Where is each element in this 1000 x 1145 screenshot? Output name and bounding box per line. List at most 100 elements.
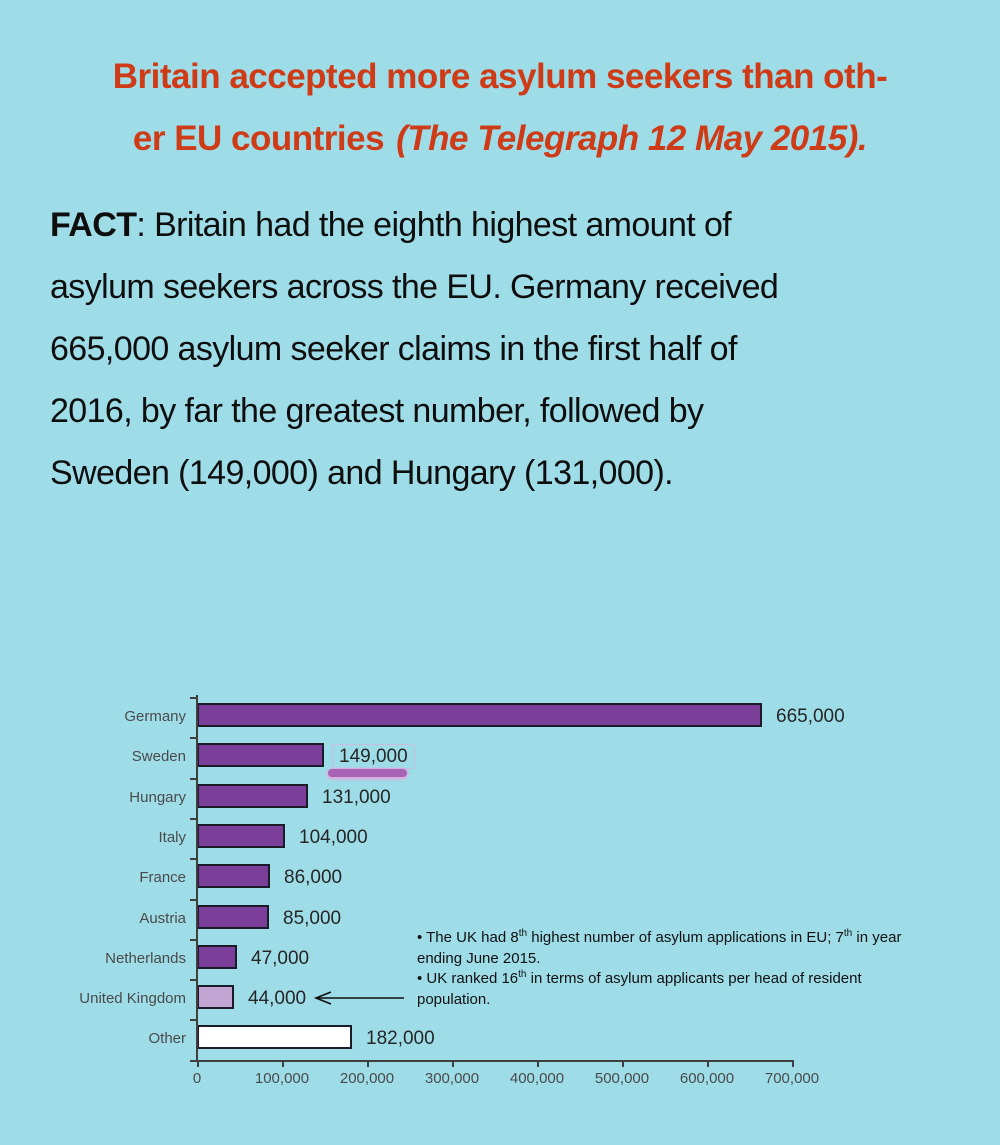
fact-line-1-text: : Britain had the eighth highest amount … (136, 206, 732, 244)
headline-source: (The Telegraph 12 May 2015). (396, 119, 868, 158)
value-label-text: 182,000 (366, 1028, 435, 1050)
bar-france (197, 864, 270, 889)
value-label: 131,000 (322, 778, 391, 818)
x-axis-tick (622, 1060, 624, 1067)
annotation-text: • The UK had 8 (417, 929, 519, 946)
x-axis-tick (707, 1060, 709, 1067)
value-label-text: 104,000 (299, 826, 368, 848)
chart-row: Hungary 131,000 (0, 778, 1000, 818)
y-axis-tick (190, 898, 196, 901)
bar-germany (197, 703, 762, 727)
value-label-text: 44,000 (248, 988, 307, 1010)
y-axis-tick (190, 1059, 196, 1062)
bar-hungary (197, 783, 308, 808)
fact-line-3: 665,000 asylum seeker claims in the firs… (50, 330, 737, 368)
x-axis-tick-label: 400,000 (509, 1070, 565, 1087)
annotation-text: in year ending June 2015. (417, 929, 902, 967)
x-axis-tick-label: 600,000 (679, 1070, 735, 1087)
x-axis-tick (792, 1060, 794, 1067)
x-axis-tick-label: 300,000 (424, 1070, 480, 1087)
value-label-text: 131,000 (322, 786, 391, 808)
chart-row: Sweden 149,000 (0, 737, 1000, 778)
chart-row: Austria 85,000 (0, 899, 1000, 939)
y-axis-line (196, 695, 198, 1060)
fact-line-4: 2016, by far the greatest number, follow… (50, 392, 704, 430)
y-axis-tick (190, 817, 196, 820)
bar-italy (197, 823, 285, 848)
annotation-text: in terms of asylum applicants per head o… (417, 970, 862, 1008)
value-label-text: 47,000 (251, 947, 310, 969)
chart-row: United Kingdom 44,000 (0, 979, 1000, 1019)
category-label: Netherlands (105, 949, 186, 967)
x-axis-tick-label: 0 (192, 1070, 202, 1087)
annotation-text: highest number of asylum applications in… (527, 929, 844, 946)
chart-row: Italy 104,000 (0, 818, 1000, 858)
x-axis-line (196, 1060, 794, 1062)
asylum-bar-chart: Germany 665,000 Sweden 149,000 Hungary 131,00… (0, 690, 1000, 1145)
value-label: 104,000 (299, 818, 368, 858)
annotation-superscript: th (518, 969, 527, 980)
value-label-text: 85,000 (283, 907, 342, 929)
arrow-to-uk-icon (313, 991, 404, 1005)
category-label: Hungary (129, 788, 186, 806)
bar-sweden (197, 743, 324, 768)
category-label: Sweden (131, 748, 186, 766)
bar-austria (197, 904, 269, 929)
y-axis-tick (190, 858, 196, 861)
category-label: Austria (139, 909, 186, 927)
value-label: 665,000 (776, 697, 845, 737)
chart-annotation: • The UK had 8th highest number of asylu… (417, 928, 929, 1010)
chart-row: Netherlands 47,000 (0, 939, 1000, 979)
highlight-mark (328, 769, 407, 778)
x-axis-tick (367, 1060, 369, 1067)
category-label: Italy (158, 828, 186, 846)
bar-netherlands (197, 944, 237, 969)
chart-row: France 86,000 (0, 858, 1000, 898)
fact-line-2: asylum seekers across the EU. Germany re… (50, 268, 779, 306)
annotation-superscript: th (843, 928, 853, 939)
category-label: United Kingdom (79, 990, 186, 1008)
value-label: 44,000 (248, 979, 306, 1019)
bar-united-kingdom (197, 985, 234, 1010)
y-axis-tick (190, 1019, 196, 1022)
y-axis-tick (190, 979, 196, 982)
value-label: 85,000 (283, 899, 341, 939)
value-label-text: 86,000 (284, 867, 343, 889)
annotation-bullet-2: • UK ranked 16th in terms of asylum appl… (417, 969, 929, 1010)
y-axis-tick (190, 938, 196, 941)
headline-line-2-text: er EU countries (132, 119, 385, 158)
x-axis-tick (197, 1060, 199, 1067)
y-axis-tick (190, 777, 196, 780)
value-label: 86,000 (284, 858, 342, 898)
category-label: Germany (124, 708, 186, 725)
fact-label: FACT (50, 206, 137, 244)
x-axis-tick-label: 100,000 (254, 1070, 310, 1087)
x-axis-tick (282, 1060, 284, 1067)
fact-line-1: FACT: Britain had the eighth highest amo… (50, 194, 970, 256)
category-label: France (139, 869, 186, 887)
x-axis-tick-label: 500,000 (594, 1070, 650, 1087)
chart-row: Germany 665,000 (0, 697, 1000, 737)
annotation-text: • UK ranked 16 (417, 970, 519, 987)
value-label-text: 665,000 (776, 706, 845, 727)
y-axis-tick (190, 697, 196, 699)
chart-row: Other 182,000 (0, 1019, 1000, 1059)
y-axis-tick (190, 737, 196, 740)
x-axis-tick (537, 1060, 539, 1067)
category-label: Other (148, 1030, 186, 1048)
fact-line-5: Sweden (149,000) and Hungary (131,000). (50, 454, 674, 492)
headline-line-1: Britain accepted more asylum seekers tha… (112, 57, 888, 96)
value-label: 182,000 (366, 1019, 435, 1059)
x-axis-tick (452, 1060, 454, 1067)
headline-line-2: er EU countries (The Telegraph 12 May 201… (0, 108, 1000, 170)
value-label: 149,000 (332, 737, 415, 777)
value-label: 47,000 (251, 939, 309, 979)
x-axis-tick-label: 700,000 (764, 1070, 820, 1087)
annotation-superscript: th (518, 928, 528, 939)
annotation-bullet-1: • The UK had 8th highest number of asylu… (417, 928, 929, 969)
x-axis-tick-label: 200,000 (339, 1070, 395, 1087)
value-label-text: 149,000 (332, 744, 415, 770)
fact-paragraph: FACT: Britain had the eighth highest amo… (50, 194, 970, 504)
headline: Britain accepted more asylum seekers tha… (0, 46, 1000, 170)
